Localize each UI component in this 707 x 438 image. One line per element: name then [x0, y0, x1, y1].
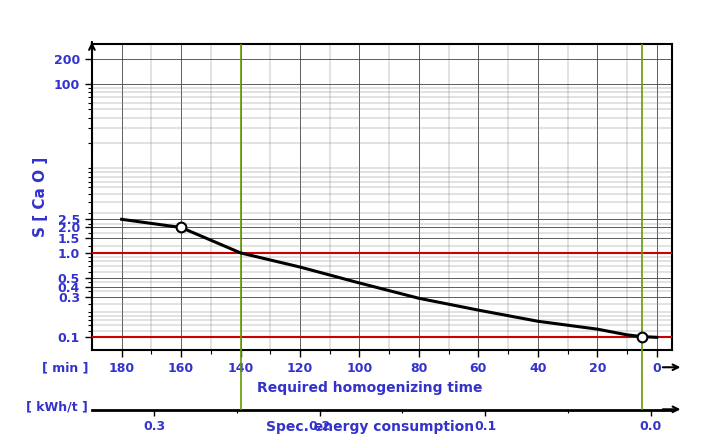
Text: [ min ]: [ min ] — [42, 361, 88, 374]
Text: [ kWh/t ]: [ kWh/t ] — [26, 401, 88, 414]
Text: Required homogenizing time: Required homogenizing time — [257, 381, 483, 395]
Text: Spec. energy consumption: Spec. energy consumption — [266, 420, 474, 434]
Y-axis label: S [ Ca O ]: S [ Ca O ] — [33, 157, 48, 237]
